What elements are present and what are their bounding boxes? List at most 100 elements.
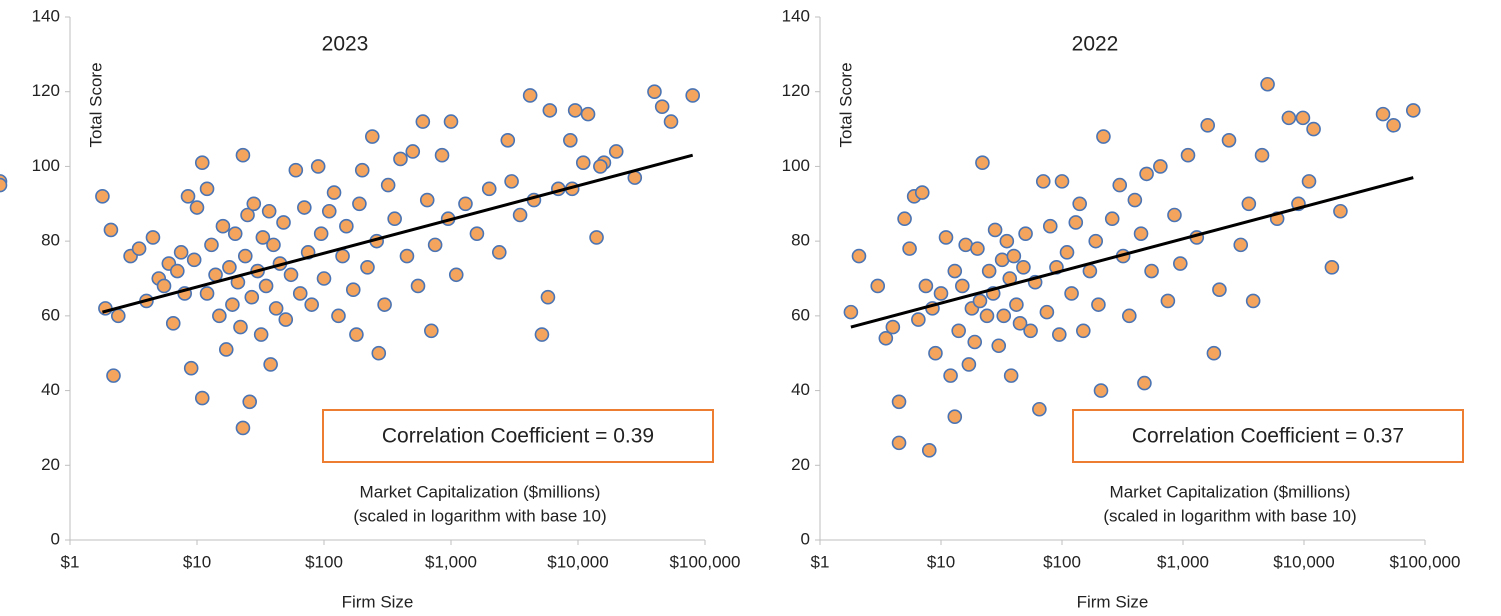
data-point	[458, 196, 473, 212]
y-tick-label: 100	[32, 156, 60, 175]
data-point	[448, 267, 464, 283]
x-tick-label: $100,000	[1390, 552, 1461, 571]
data-point	[326, 185, 342, 200]
data-point	[189, 200, 205, 215]
data-point	[970, 241, 985, 256]
x-axis-label: Firm Size	[342, 592, 414, 611]
y-tick-label: 0	[801, 529, 810, 548]
data-point	[914, 185, 930, 200]
data-point	[540, 289, 556, 305]
scatter-chart: 0 20 40 60 80 100 120 140 $1 $10 $100 $1,000 $10,000…	[32, 6, 741, 611]
data-point	[1306, 121, 1321, 137]
data-point	[218, 342, 234, 357]
data-point	[878, 330, 894, 346]
data-point	[1180, 147, 1196, 163]
data-point	[567, 103, 583, 118]
data-point	[173, 245, 189, 260]
data-point	[237, 248, 253, 264]
data-point	[685, 88, 700, 103]
data-point	[103, 222, 119, 238]
data-point	[593, 159, 608, 174]
data-point	[222, 259, 237, 275]
data-point	[1059, 245, 1075, 260]
data-point	[928, 345, 943, 361]
data-point	[261, 203, 277, 219]
data-point	[512, 207, 528, 223]
data-point	[1039, 304, 1055, 320]
x-note: Market Capitalization ($millions)	[1110, 482, 1351, 501]
data-point	[258, 278, 274, 294]
data-point	[589, 230, 604, 245]
x-axis-label: Firm Size	[1077, 592, 1149, 611]
data-point	[1153, 159, 1168, 174]
data-point	[1023, 323, 1038, 339]
data-point	[225, 297, 240, 312]
data-point	[967, 334, 983, 350]
data-point	[0, 177, 8, 193]
data-point	[1104, 211, 1120, 227]
data-point	[1206, 345, 1222, 361]
data-point	[131, 241, 147, 256]
data-point	[263, 357, 278, 372]
data-point	[991, 338, 1007, 354]
data-point	[1076, 323, 1091, 339]
data-point	[194, 155, 210, 170]
y-tick-label: 20	[791, 455, 810, 474]
y-axis-label: Total Score	[86, 62, 105, 147]
data-point	[204, 237, 219, 253]
data-point	[947, 263, 963, 279]
data-point	[647, 84, 662, 100]
data-point	[918, 278, 934, 294]
data-point	[1127, 192, 1143, 208]
x-tick-label: $10	[183, 552, 211, 571]
data-point	[297, 200, 312, 215]
data-point	[316, 271, 332, 286]
data-point	[491, 245, 507, 260]
y-tick-label: 120	[782, 81, 810, 100]
data-point	[1054, 174, 1070, 189]
data-point	[1241, 196, 1257, 212]
data-point	[933, 286, 949, 301]
data-point	[469, 226, 485, 241]
x-note: (scaled in logarithm with base 10)	[353, 506, 606, 525]
chart-title: 2022	[1072, 33, 1119, 56]
data-point	[1281, 110, 1297, 126]
data-point	[393, 151, 408, 167]
data-point	[443, 114, 459, 129]
data-point	[331, 308, 346, 324]
x-tick-label: $1,000	[425, 552, 477, 571]
data-point	[186, 252, 202, 268]
data-point	[255, 230, 271, 245]
data-point	[1167, 207, 1182, 223]
data-point	[1200, 118, 1215, 133]
data-point	[481, 181, 497, 197]
data-point	[580, 106, 596, 122]
data-point	[981, 263, 997, 279]
y-tick-label: 100	[782, 156, 810, 175]
data-point	[292, 286, 308, 301]
data-point	[1405, 103, 1421, 118]
data-point	[339, 218, 354, 234]
data-point	[1233, 237, 1249, 253]
x-tick-label: $1	[61, 552, 80, 571]
data-point	[276, 215, 291, 230]
data-point	[575, 155, 591, 170]
data-point	[253, 327, 269, 342]
x-tick-label: $1,000	[1157, 552, 1209, 571]
data-point	[972, 293, 988, 309]
data-point	[1072, 196, 1087, 212]
data-point	[955, 278, 970, 294]
data-point	[1096, 129, 1111, 144]
x-tick-label: $10,000	[1273, 552, 1334, 571]
data-point	[1133, 226, 1149, 241]
data-point	[1137, 375, 1152, 391]
x-tick-label: $100	[305, 552, 343, 571]
data-point	[310, 159, 326, 174]
data-point	[1064, 286, 1079, 301]
data-point	[304, 297, 319, 312]
data-point	[1245, 293, 1261, 309]
data-point	[335, 248, 350, 264]
data-point	[268, 301, 284, 316]
data-point	[95, 189, 110, 204]
data-point	[215, 218, 231, 234]
